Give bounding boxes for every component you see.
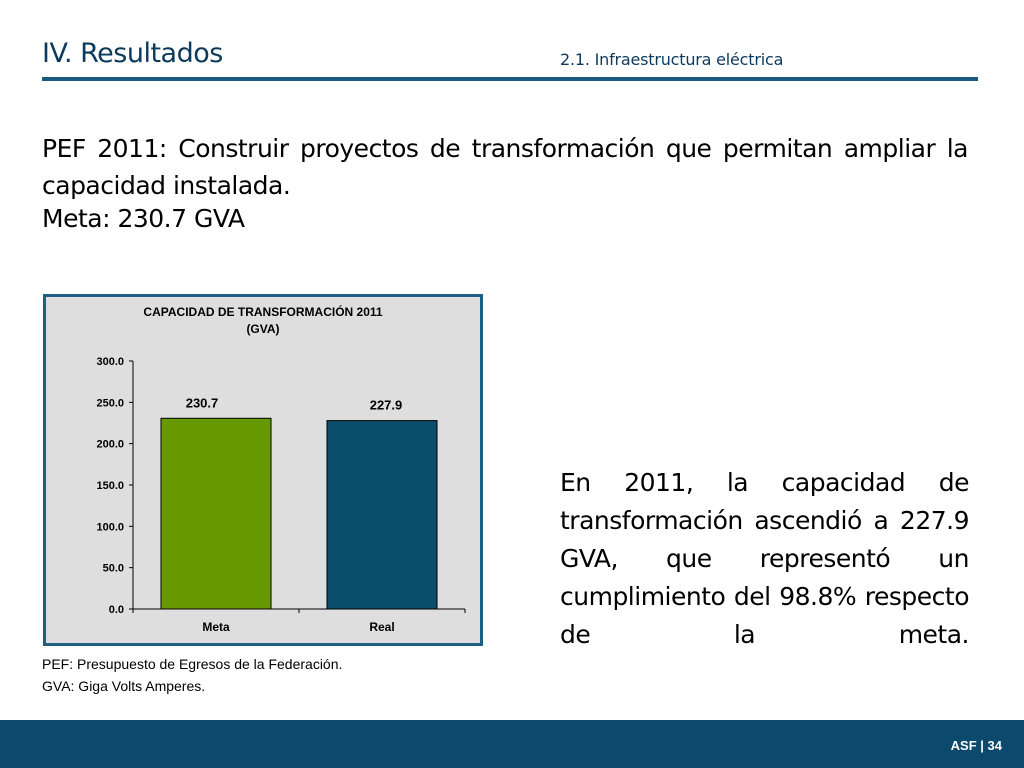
section-title: IV. Resultados bbox=[42, 38, 223, 69]
chart-plot-area: 300.0 250.0 200.0 150.0 100.0 50.0 0.0 230.7 Met… bbox=[96, 356, 466, 634]
bar-real bbox=[326, 420, 438, 610]
bar-value-label: 230.7 bbox=[186, 395, 219, 410]
footer-bar bbox=[0, 720, 1024, 768]
chart-title: CAPACIDAD DE TRANSFORMACIÓN 2011 bbox=[143, 304, 382, 319]
chart-subtitle: (GVA) bbox=[246, 322, 279, 336]
y-tick-label: 250.0 bbox=[96, 397, 124, 409]
section-subtitle: 2.1. Infraestructura eléctrica bbox=[560, 50, 784, 69]
y-tick-label: 300.0 bbox=[96, 356, 124, 368]
y-tick-label: 50.0 bbox=[103, 563, 124, 575]
bar-meta bbox=[160, 417, 272, 610]
y-tick-label: 100.0 bbox=[96, 521, 124, 533]
bar-value-label: 227.9 bbox=[370, 398, 403, 413]
y-tick-label: 0.0 bbox=[109, 604, 124, 616]
x-category-label: Real bbox=[369, 620, 394, 634]
header-rule bbox=[42, 77, 978, 81]
footer-label: ASF | 34 bbox=[950, 738, 1002, 753]
footnote-gva: GVA: Giga Volts Amperes. bbox=[42, 678, 206, 694]
chart-frame: CAPACIDAD DE TRANSFORMACIÓN 2011 (GVA) 3… bbox=[43, 294, 483, 646]
y-tick-label: 200.0 bbox=[96, 439, 124, 451]
x-category-label: Meta bbox=[202, 620, 230, 634]
footnote-pef: PEF: Presupuesto de Egresos de la Federa… bbox=[42, 656, 343, 672]
statement-text: PEF 2011: Construir proyectos de transfo… bbox=[42, 134, 969, 200]
y-tick-label: 150.0 bbox=[96, 480, 124, 492]
capacity-chart: CAPACIDAD DE TRANSFORMACIÓN 2011 (GVA) 3… bbox=[96, 304, 466, 634]
goal-text: Meta: 230.7 GVA bbox=[42, 204, 245, 233]
summary-text: En 2011, la capacidad de transformación … bbox=[560, 468, 970, 649]
